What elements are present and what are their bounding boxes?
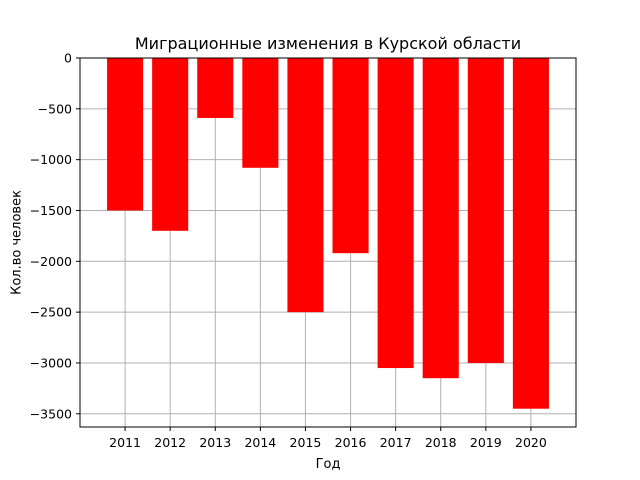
bar-2017 (377, 58, 414, 369)
x-tick-label: 2014 (244, 435, 276, 450)
x-tick-label: 2018 (425, 435, 457, 450)
x-tick-label: 2020 (515, 435, 547, 450)
bar-2012 (152, 58, 189, 231)
y-tick-label: −2500 (30, 305, 72, 320)
chart-title: Миграционные изменения в Курской области (135, 34, 521, 53)
y-tick-label: −500 (38, 101, 72, 116)
x-tick-label: 2011 (109, 435, 141, 450)
bar-2011 (107, 58, 144, 211)
y-tick-label: −3500 (30, 406, 72, 421)
plot-frame (79, 57, 577, 428)
x-tick-label: 2015 (290, 435, 322, 450)
bars (107, 58, 549, 409)
y-tick-label: 0 (64, 51, 72, 66)
y-tick-label: −3000 (30, 355, 72, 370)
x-tick-label: 2019 (470, 435, 502, 450)
y-tick-label: −2000 (30, 254, 72, 269)
x-tick-label: 2012 (154, 435, 186, 450)
y-tick-label: −1000 (30, 152, 72, 167)
x-tick-label: 2016 (335, 435, 367, 450)
ticks: 0 −500 −1000 −1500 −2000 −2500 −3000 −3500 2011 2… (30, 51, 547, 451)
y-axis-label: Кол.во человек (10, 190, 25, 295)
bar-2019 (467, 58, 504, 363)
bar-2020 (512, 58, 549, 409)
y-tick-label: −1500 (30, 203, 72, 218)
x-tick-label: 2017 (380, 435, 412, 450)
x-tick-label: 2013 (199, 435, 231, 450)
x-axis-label: Год (316, 457, 341, 472)
bar-2015 (287, 58, 324, 313)
bar-2014 (242, 58, 279, 168)
bar-2013 (197, 58, 234, 118)
bar-2016 (332, 58, 369, 254)
bar-2018 (422, 58, 459, 379)
